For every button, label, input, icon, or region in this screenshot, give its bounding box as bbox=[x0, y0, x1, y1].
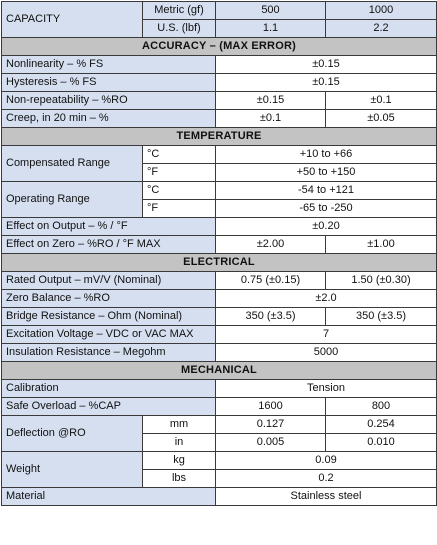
creep-value-2: ±0.05 bbox=[325, 109, 437, 128]
nonlinearity-label: Nonlinearity – % FS bbox=[1, 55, 216, 74]
table-row: Excitation Voltage – VDC or VAC MAX 7 bbox=[1, 325, 437, 344]
spec-table: CAPACITY Metric (gf) 500 1000 U.S. (lbf)… bbox=[1, 1, 437, 506]
operating-unit-f: °F bbox=[142, 199, 216, 218]
table-row: Non-repeatability – %RO ±0.15 ±0.1 bbox=[1, 91, 437, 110]
rated-output-value-2: 1.50 (±0.30) bbox=[325, 271, 437, 290]
weight-value-lbs: 0.2 bbox=[215, 469, 437, 488]
compensated-value-f: +50 to +150 bbox=[215, 163, 437, 182]
material-label: Material bbox=[1, 487, 216, 506]
weight-unit-kg: kg bbox=[142, 451, 216, 470]
accuracy-section-header: ACCURACY – (MAX ERROR) bbox=[1, 37, 437, 56]
table-row: Zero Balance – %RO ±2.0 bbox=[1, 289, 437, 308]
safe-overload-label: Safe Overload – %CAP bbox=[1, 397, 216, 416]
capacity-us-1: 1.1 bbox=[215, 19, 326, 38]
accuracy-title: ACCURACY – (MAX ERROR) bbox=[1, 37, 437, 56]
bridge-resistance-label: Bridge Resistance – Ohm (Nominal) bbox=[1, 307, 216, 326]
rated-output-label: Rated Output – mV/V (Nominal) bbox=[1, 271, 216, 290]
capacity-label: CAPACITY bbox=[1, 1, 143, 38]
electrical-section-header: ELECTRICAL bbox=[1, 253, 437, 272]
material-value: Stainless steel bbox=[215, 487, 437, 506]
weight-value-kg: 0.09 bbox=[215, 451, 437, 470]
nonrepeatability-value-1: ±0.15 bbox=[215, 91, 326, 110]
safe-overload-value-1: 1600 bbox=[215, 397, 326, 416]
deflection-in-2: 0.010 bbox=[325, 433, 437, 452]
deflection-in-1: 0.005 bbox=[215, 433, 326, 452]
effect-zero-value-1: ±2.00 bbox=[215, 235, 326, 254]
deflection-label: Deflection @RO bbox=[1, 415, 143, 452]
creep-label: Creep, in 20 min – % bbox=[1, 109, 216, 128]
table-row: Deflection @RO mm 0.127 0.254 bbox=[1, 415, 437, 452]
table-row: Weight kg 0.09 bbox=[1, 451, 437, 488]
operating-value-c: -54 to +121 bbox=[215, 181, 437, 200]
capacity-metric-row: CAPACITY Metric (gf) 500 1000 bbox=[1, 1, 437, 38]
safe-overload-value-2: 800 bbox=[325, 397, 437, 416]
weight-label: Weight bbox=[1, 451, 143, 488]
mechanical-title: MECHANICAL bbox=[1, 361, 437, 380]
operating-value-f: -65 to -250 bbox=[215, 199, 437, 218]
effect-zero-value-2: ±1.00 bbox=[325, 235, 437, 254]
table-row: in 0.005 0.010 bbox=[2, 433, 437, 452]
nonrepeatability-label: Non-repeatability – %RO bbox=[1, 91, 216, 110]
temperature-title: TEMPERATURE bbox=[1, 127, 437, 146]
table-row: Rated Output – mV/V (Nominal) 0.75 (±0.1… bbox=[1, 271, 437, 290]
compensated-range-label: Compensated Range bbox=[1, 145, 143, 182]
weight-unit-lbs: lbs bbox=[142, 469, 216, 488]
table-row: Calibration Tension bbox=[1, 379, 437, 398]
capacity-us-2: 2.2 bbox=[325, 19, 437, 38]
electrical-title: ELECTRICAL bbox=[1, 253, 437, 272]
table-row: Safe Overload – %CAP 1600 800 bbox=[1, 397, 437, 416]
temperature-section-header: TEMPERATURE bbox=[1, 127, 437, 146]
deflection-mm-1: 0.127 bbox=[215, 415, 326, 434]
table-row: Effect on Output – % / °F ±0.20 bbox=[1, 217, 437, 236]
effect-output-value: ±0.20 bbox=[215, 217, 437, 236]
table-row: Material Stainless steel bbox=[1, 487, 437, 506]
table-row: Effect on Zero – %RO / °F MAX ±2.00 ±1.0… bbox=[1, 235, 437, 254]
table-row: Compensated Range °C +10 to +66 bbox=[1, 145, 437, 182]
excitation-value: 7 bbox=[215, 325, 437, 344]
hysteresis-value: ±0.15 bbox=[215, 73, 437, 92]
compensated-value-c: +10 to +66 bbox=[215, 145, 437, 164]
effect-zero-label: Effect on Zero – %RO / °F MAX bbox=[1, 235, 216, 254]
insulation-label: Insulation Resistance – Megohm bbox=[1, 343, 216, 362]
table-row: lbs 0.2 bbox=[2, 469, 437, 488]
table-row: Nonlinearity – % FS ±0.15 bbox=[1, 55, 437, 74]
excitation-label: Excitation Voltage – VDC or VAC MAX bbox=[1, 325, 216, 344]
us-unit-label: U.S. (lbf) bbox=[142, 19, 216, 38]
operating-unit-c: °C bbox=[142, 181, 216, 200]
insulation-value: 5000 bbox=[215, 343, 437, 362]
capacity-metric-1: 500 bbox=[215, 1, 326, 20]
compensated-unit-c: °C bbox=[142, 145, 216, 164]
operating-range-label: Operating Range bbox=[1, 181, 143, 218]
rated-output-value-1: 0.75 (±0.15) bbox=[215, 271, 326, 290]
table-row: Creep, in 20 min – % ±0.1 ±0.05 bbox=[1, 109, 437, 128]
calibration-value: Tension bbox=[215, 379, 437, 398]
table-row: Insulation Resistance – Megohm 5000 bbox=[1, 343, 437, 362]
creep-value-1: ±0.1 bbox=[215, 109, 326, 128]
deflection-unit-mm: mm bbox=[142, 415, 216, 434]
mechanical-section-header: MECHANICAL bbox=[1, 361, 437, 380]
capacity-metric-2: 1000 bbox=[325, 1, 437, 20]
calibration-label: Calibration bbox=[1, 379, 216, 398]
deflection-unit-in: in bbox=[142, 433, 216, 452]
deflection-mm-2: 0.254 bbox=[325, 415, 437, 434]
table-row: Bridge Resistance – Ohm (Nominal) 350 (±… bbox=[1, 307, 437, 326]
table-row: Operating Range °C -54 to +121 bbox=[1, 181, 437, 218]
hysteresis-label: Hysteresis – % FS bbox=[1, 73, 216, 92]
table-row: Hysteresis – % FS ±0.15 bbox=[1, 73, 437, 92]
compensated-unit-f: °F bbox=[142, 163, 216, 182]
nonrepeatability-value-2: ±0.1 bbox=[325, 91, 437, 110]
bridge-resistance-value-2: 350 (±3.5) bbox=[325, 307, 437, 326]
capacity-us-row: U.S. (lbf) 1.1 2.2 bbox=[2, 19, 437, 38]
metric-unit-label: Metric (gf) bbox=[142, 1, 216, 20]
bridge-resistance-value-1: 350 (±3.5) bbox=[215, 307, 326, 326]
nonlinearity-value: ±0.15 bbox=[215, 55, 437, 74]
effect-output-label: Effect on Output – % / °F bbox=[1, 217, 216, 236]
zero-balance-label: Zero Balance – %RO bbox=[1, 289, 216, 308]
zero-balance-value: ±2.0 bbox=[215, 289, 437, 308]
table-row: °F -65 to -250 bbox=[2, 199, 437, 218]
